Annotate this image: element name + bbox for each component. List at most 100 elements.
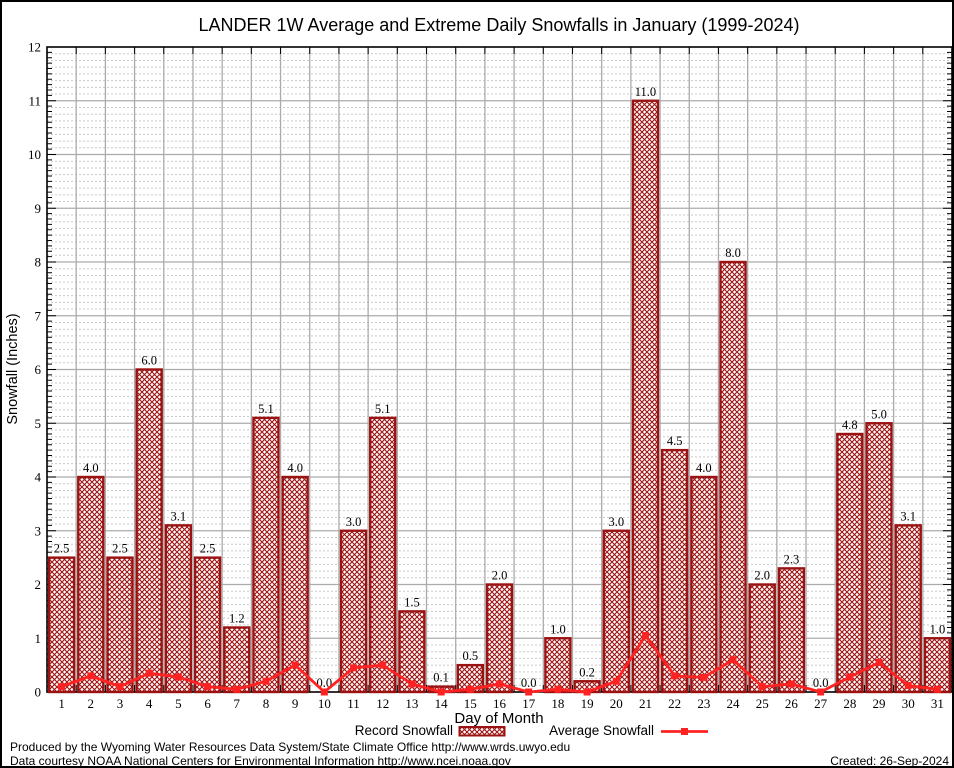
x-tick-label: 8 bbox=[263, 696, 270, 711]
x-tick-label: 29 bbox=[873, 696, 886, 711]
bar-value-label: 2.5 bbox=[200, 542, 216, 556]
bar-value-label: 3.0 bbox=[346, 515, 362, 529]
average-point bbox=[583, 688, 591, 696]
record-bar bbox=[719, 260, 747, 694]
y-tick-label: 5 bbox=[35, 416, 42, 431]
y-tick-label: 1 bbox=[35, 631, 42, 646]
bar-value-label: 0.2 bbox=[579, 665, 595, 679]
bar-value-label: 2.5 bbox=[54, 542, 70, 556]
x-tick-label: 9 bbox=[292, 696, 299, 711]
y-axis-title: Snowfall (Inches) bbox=[5, 313, 21, 424]
average-point bbox=[846, 673, 854, 681]
legend-average-marker-icon bbox=[681, 728, 688, 735]
bar-value-label: 0.0 bbox=[813, 676, 829, 690]
y-tick-label: 12 bbox=[28, 40, 41, 55]
x-axis-title: Day of Month bbox=[454, 710, 543, 727]
bar-value-label: 3.1 bbox=[171, 509, 187, 523]
x-tick-label: 16 bbox=[493, 696, 507, 711]
record-bar bbox=[47, 556, 76, 694]
bar-value-label: 2.0 bbox=[492, 569, 508, 583]
bar-value-labels: 2.5 4.0 2.5 6.0 3.1 2.5 1.2 5.1 4.0 0.0 3.0 5.1 1.5 0… bbox=[54, 85, 945, 690]
bar-value-label: 0.0 bbox=[521, 676, 537, 690]
bar-value-label: 2.0 bbox=[754, 569, 770, 583]
x-tick-label: 18 bbox=[551, 696, 564, 711]
bar-value-label: 0.0 bbox=[317, 676, 333, 690]
average-markers bbox=[58, 632, 941, 696]
bar-value-label: 4.0 bbox=[287, 461, 303, 475]
bar-value-label: 11.0 bbox=[635, 85, 656, 99]
x-tick-label: 31 bbox=[931, 696, 944, 711]
average-point bbox=[496, 680, 503, 688]
average-point bbox=[466, 685, 474, 693]
record-bar bbox=[106, 556, 134, 694]
x-tick-label: 4 bbox=[146, 696, 153, 711]
record-bar bbox=[223, 626, 251, 694]
x-tick-label: 28 bbox=[843, 696, 856, 711]
average-point bbox=[437, 688, 445, 696]
average-point bbox=[875, 658, 883, 666]
legend-average-label: Average Snowfall bbox=[549, 723, 654, 738]
average-point bbox=[233, 685, 241, 693]
bar-value-label: 3.0 bbox=[608, 515, 624, 529]
average-point bbox=[87, 672, 95, 680]
bar-value-label: 4.8 bbox=[842, 418, 858, 432]
record-bar bbox=[485, 583, 514, 694]
bar-value-label: 1.2 bbox=[229, 612, 245, 626]
record-bar bbox=[690, 475, 718, 694]
average-point bbox=[291, 661, 299, 669]
bar-value-label: 5.1 bbox=[375, 402, 391, 416]
record-bar bbox=[836, 432, 864, 694]
average-point bbox=[204, 683, 212, 691]
bar-value-label: 2.5 bbox=[112, 542, 128, 556]
x-tick-label: 6 bbox=[204, 696, 211, 711]
record-bar bbox=[77, 475, 105, 694]
record-bar bbox=[164, 524, 193, 694]
x-tick-label: 25 bbox=[756, 696, 769, 711]
x-tick-label: 17 bbox=[522, 696, 536, 711]
bar-value-label: 2.3 bbox=[784, 552, 800, 566]
record-bar bbox=[544, 637, 572, 694]
legend: Record Snowfall Average Snowfall bbox=[355, 723, 708, 738]
x-tick-label: 3 bbox=[117, 696, 124, 711]
x-tick-label: 19 bbox=[581, 696, 594, 711]
bar-value-label: 4.0 bbox=[83, 461, 99, 475]
record-bar bbox=[193, 556, 222, 694]
major-gridlines bbox=[47, 47, 952, 692]
x-tick-labels: 1 2 3 4 5 6 7 8 9 10 11 12 13 14 15 16 17 18 19 20 21 22 23 24 2… bbox=[58, 696, 944, 711]
record-bar bbox=[369, 416, 397, 694]
record-bar bbox=[660, 448, 689, 694]
x-tick-label: 1 bbox=[58, 696, 65, 711]
y-tick-label: 6 bbox=[35, 362, 42, 377]
chart-title: LANDER 1W Average and Extreme Daily Snow… bbox=[199, 15, 800, 35]
y-tick-label: 9 bbox=[35, 201, 42, 216]
average-point bbox=[174, 673, 182, 681]
y-tick-label: 11 bbox=[28, 93, 41, 108]
record-bar bbox=[631, 99, 660, 694]
record-bar bbox=[748, 583, 776, 694]
x-tick-label: 7 bbox=[234, 696, 241, 711]
record-bar bbox=[602, 529, 630, 694]
footer-created-date: Created: 26-Sep-2024 bbox=[830, 754, 949, 768]
record-bars bbox=[47, 99, 952, 694]
x-tick-label: 21 bbox=[639, 696, 652, 711]
average-point bbox=[116, 683, 124, 691]
x-tick-label: 13 bbox=[405, 696, 418, 711]
bar-value-label: 8.0 bbox=[725, 246, 741, 260]
x-tick-label: 20 bbox=[610, 696, 623, 711]
average-point bbox=[554, 685, 562, 693]
bar-value-label: 4.5 bbox=[667, 434, 683, 448]
average-point bbox=[729, 656, 737, 664]
record-bar bbox=[923, 637, 952, 694]
x-tick-label: 14 bbox=[435, 696, 449, 711]
y-tick-label: 4 bbox=[35, 470, 42, 485]
x-tick-label: 27 bbox=[814, 696, 828, 711]
x-tick-label: 2 bbox=[88, 696, 95, 711]
average-point bbox=[671, 672, 679, 680]
record-bar bbox=[894, 524, 922, 694]
x-tick-label: 11 bbox=[347, 696, 360, 711]
average-point bbox=[933, 685, 941, 693]
